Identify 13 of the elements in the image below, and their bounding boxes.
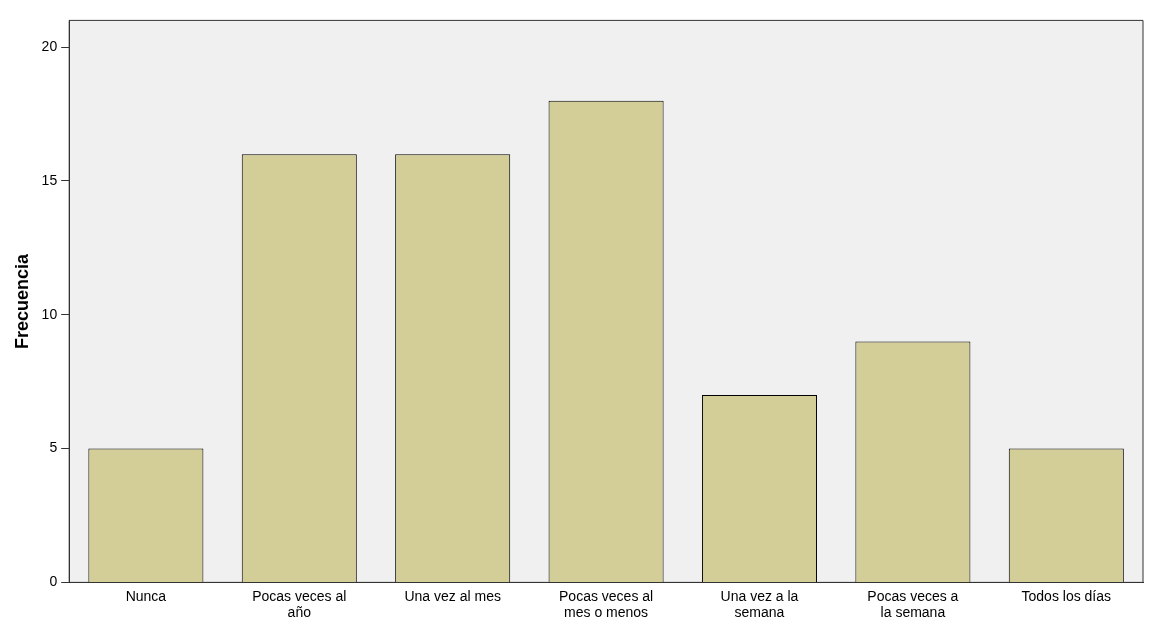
y-tick-label: 15 <box>41 171 58 188</box>
x-tick-label: Una vez a la semana <box>720 587 799 621</box>
y-axis-title: Frecuencia <box>11 252 32 349</box>
y-tick-label: 20 <box>41 38 58 55</box>
y-tick-label: 0 <box>49 573 58 590</box>
x-tick-label: Pocas veces a la semana <box>867 587 959 621</box>
y-tick-label: 5 <box>49 439 58 456</box>
x-tick-label: Pocas veces al año <box>252 587 347 621</box>
x-tick-label: Nunca <box>125 587 167 604</box>
x-tick-label: Una vez al mes <box>404 587 501 604</box>
y-tick-label: 10 <box>41 305 58 322</box>
x-tick-label: Todos los días <box>1021 587 1112 604</box>
x-tick-label: Pocas veces al mes o menos <box>559 587 654 621</box>
